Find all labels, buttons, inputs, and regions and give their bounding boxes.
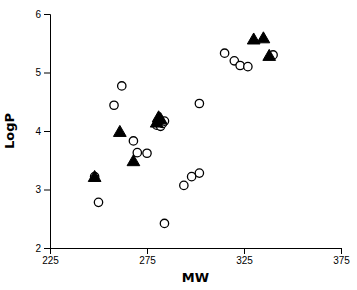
x-tick: 275	[139, 248, 156, 266]
y-tick: 5	[35, 67, 50, 78]
x-tick-mark	[244, 248, 245, 254]
point	[236, 61, 244, 69]
series	[90, 49, 277, 228]
x-axis-title: MW	[182, 270, 209, 285]
point	[113, 125, 126, 136]
x-tick-label: 325	[236, 255, 253, 266]
x-axis: 225 275 325 375	[42, 248, 350, 266]
y-tick-mark	[44, 73, 50, 74]
point	[118, 82, 126, 90]
y-axis-title: LogP	[2, 113, 17, 149]
y-tick-label: 5	[35, 67, 41, 78]
point	[110, 101, 118, 109]
point	[94, 198, 102, 206]
x-tick-label: 375	[333, 255, 350, 266]
y-tick-mark	[44, 190, 50, 191]
point	[257, 32, 270, 43]
y-tick-mark	[44, 248, 50, 249]
x-tick-label: 225	[42, 255, 59, 266]
point	[129, 137, 137, 145]
y-tick: 2	[35, 243, 50, 254]
y-tick-label: 6	[35, 9, 41, 20]
point	[180, 181, 188, 189]
y-tick-mark	[44, 14, 50, 15]
point	[195, 99, 203, 107]
point	[160, 219, 168, 227]
point	[154, 113, 167, 124]
x-tick-label: 275	[139, 255, 156, 266]
marks	[88, 32, 277, 228]
x-tick: 325	[236, 248, 253, 266]
y-axis: 2 3 4 5 6	[35, 9, 50, 254]
y-tick-label: 4	[35, 126, 41, 137]
y-tick-label: 3	[35, 184, 41, 195]
point	[244, 62, 252, 70]
point	[263, 49, 276, 60]
y-tick: 4	[35, 126, 50, 137]
point	[127, 155, 140, 166]
point	[187, 172, 195, 180]
point	[220, 49, 228, 57]
y-tick: 6	[35, 9, 50, 20]
point	[143, 149, 151, 157]
plot: 225 275 325 375 2 3 4 5 6	[35, 9, 350, 266]
chart: 225 275 325 375 2 3 4 5 6 MW LogP	[0, 0, 357, 290]
y-tick-mark	[44, 131, 50, 132]
y-axis-line	[44, 15, 51, 249]
point	[88, 170, 101, 181]
x-axis-line	[51, 249, 342, 255]
y-tick-label: 2	[35, 243, 41, 254]
x-tick: 225	[42, 248, 59, 266]
x-tick: 375	[333, 248, 350, 266]
point	[195, 169, 203, 177]
x-tick-mark	[341, 248, 342, 254]
x-tick-mark	[147, 248, 148, 254]
series	[88, 32, 275, 182]
y-tick: 3	[35, 184, 50, 195]
